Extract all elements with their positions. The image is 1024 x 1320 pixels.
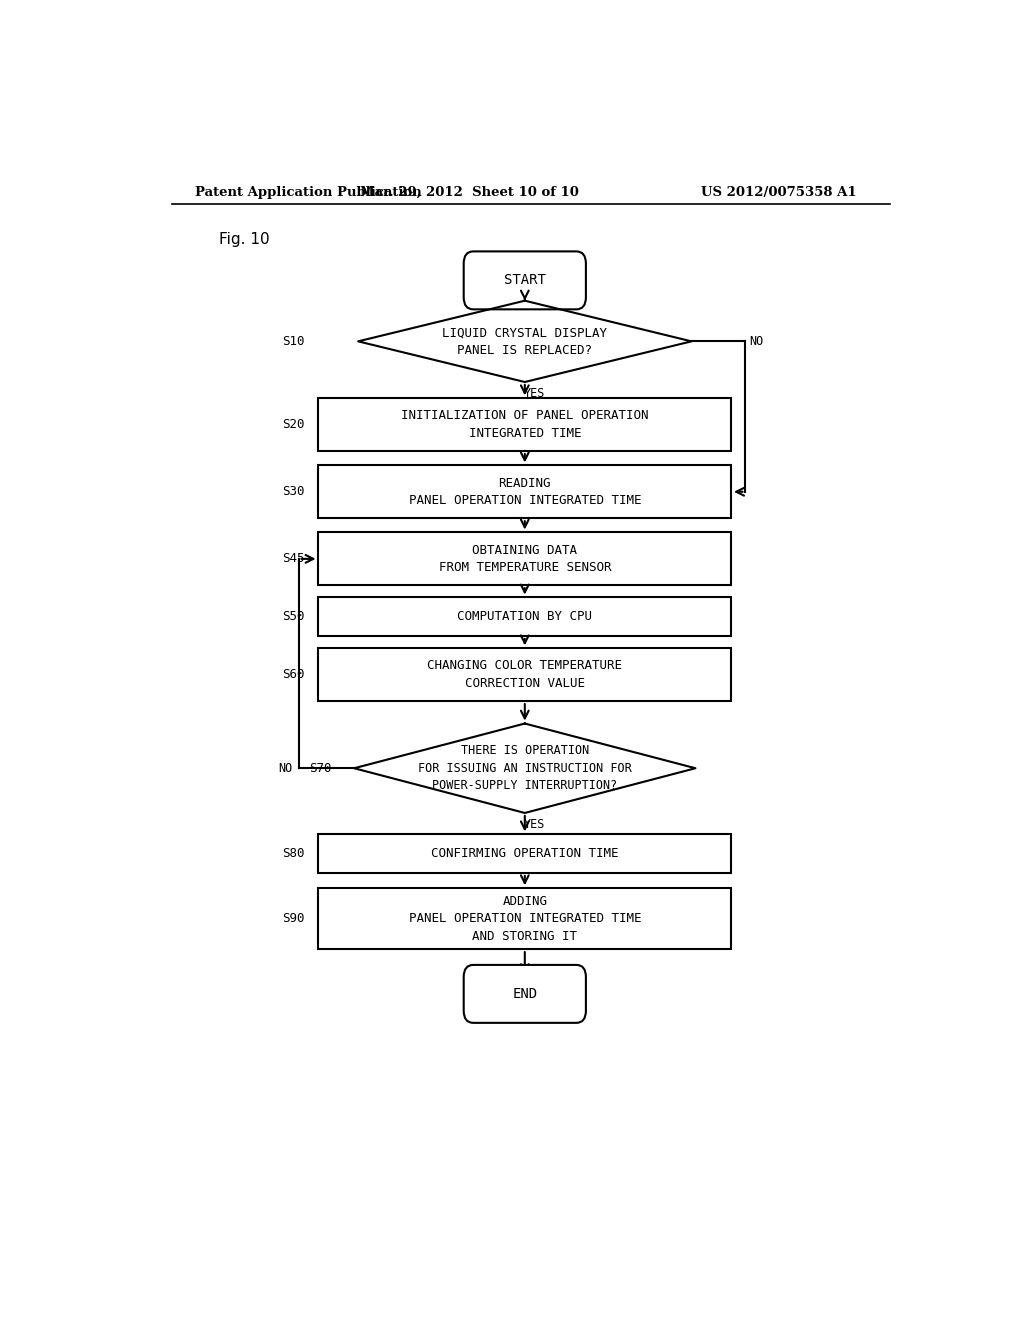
Text: S70: S70 — [309, 762, 332, 775]
Text: CONFIRMING OPERATION TIME: CONFIRMING OPERATION TIME — [431, 847, 618, 861]
Text: END: END — [512, 987, 538, 1001]
Text: YES: YES — [523, 818, 545, 832]
Text: INITIALIZATION OF PANEL OPERATION
INTEGRATED TIME: INITIALIZATION OF PANEL OPERATION INTEGR… — [401, 409, 648, 440]
Text: S90: S90 — [282, 912, 304, 925]
Text: OBTAINING DATA
FROM TEMPERATURE SENSOR: OBTAINING DATA FROM TEMPERATURE SENSOR — [438, 544, 611, 574]
Text: S80: S80 — [282, 847, 304, 861]
Bar — [318, 598, 731, 636]
Text: YES: YES — [523, 387, 545, 400]
Text: US 2012/0075358 A1: US 2012/0075358 A1 — [701, 186, 856, 199]
Text: LIQUID CRYSTAL DISPLAY
PANEL IS REPLACED?: LIQUID CRYSTAL DISPLAY PANEL IS REPLACED… — [442, 326, 607, 356]
Text: START: START — [504, 273, 546, 288]
Text: S50: S50 — [282, 610, 304, 623]
Text: S45: S45 — [282, 552, 304, 565]
Text: THERE IS OPERATION
FOR ISSUING AN INSTRUCTION FOR
POWER-SUPPLY INTERRUPTION?: THERE IS OPERATION FOR ISSUING AN INSTRU… — [418, 744, 632, 792]
Text: Fig. 10: Fig. 10 — [219, 232, 270, 247]
Text: READING
PANEL OPERATION INTEGRATED TIME: READING PANEL OPERATION INTEGRATED TIME — [409, 477, 641, 507]
Bar — [318, 466, 731, 519]
Text: COMPUTATION BY CPU: COMPUTATION BY CPU — [458, 610, 592, 623]
Text: S10: S10 — [282, 335, 304, 348]
Text: NO: NO — [279, 762, 292, 775]
Bar — [318, 648, 731, 701]
Bar — [318, 532, 731, 585]
Text: NO: NO — [750, 335, 764, 348]
FancyBboxPatch shape — [464, 251, 586, 309]
Polygon shape — [358, 301, 691, 381]
Text: Mar. 29, 2012  Sheet 10 of 10: Mar. 29, 2012 Sheet 10 of 10 — [359, 186, 579, 199]
FancyBboxPatch shape — [464, 965, 586, 1023]
Text: CHANGING COLOR TEMPERATURE
CORRECTION VALUE: CHANGING COLOR TEMPERATURE CORRECTION VA… — [427, 660, 623, 690]
Text: ADDING
PANEL OPERATION INTEGRATED TIME
AND STORING IT: ADDING PANEL OPERATION INTEGRATED TIME A… — [409, 895, 641, 942]
Bar — [318, 399, 731, 451]
Polygon shape — [354, 723, 695, 813]
Text: S30: S30 — [282, 486, 304, 498]
Bar — [318, 888, 731, 949]
Text: Patent Application Publication: Patent Application Publication — [196, 186, 422, 199]
Bar — [318, 834, 731, 873]
Text: S20: S20 — [282, 418, 304, 432]
Text: S60: S60 — [282, 668, 304, 681]
